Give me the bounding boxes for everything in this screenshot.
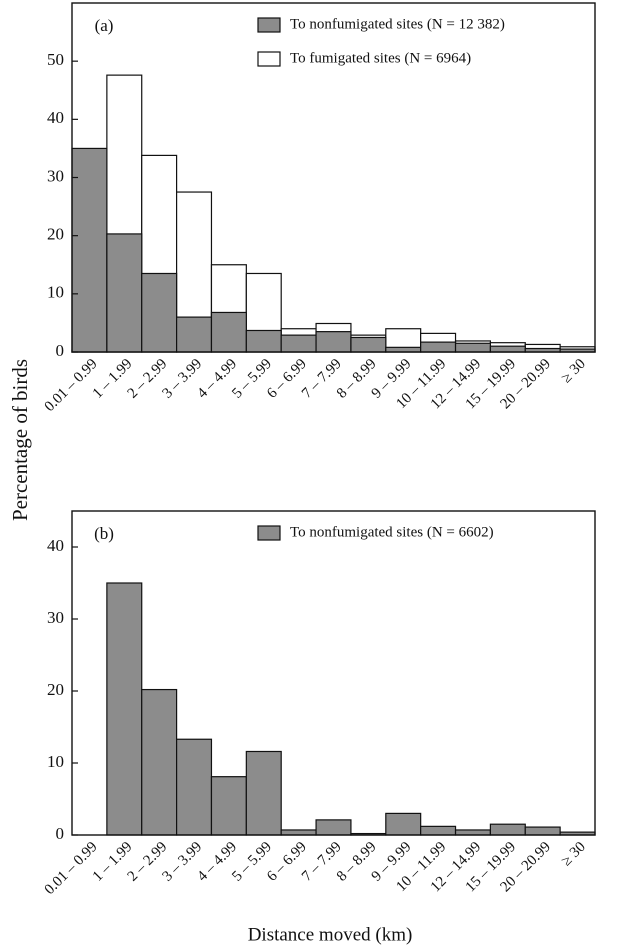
panel-label: (b) <box>94 524 114 543</box>
legend-swatch <box>257 17 281 33</box>
x-tick-label: ≥ 30 <box>558 356 588 386</box>
x-tick-label: 0.01 – 0.99 <box>42 356 101 415</box>
bar <box>489 345 526 353</box>
bar <box>176 738 213 836</box>
bar <box>141 688 178 836</box>
bar <box>141 272 178 353</box>
bar <box>106 582 143 836</box>
legend-label: To nonfumigated sites (N = 6602) <box>290 524 494 540</box>
y-tick-label: 20 <box>47 680 64 699</box>
bar <box>420 825 457 836</box>
bar <box>176 316 213 353</box>
y-axis-label: Percentage of birds <box>8 359 32 521</box>
legend-swatch <box>257 525 281 541</box>
legend-label: To fumigated sites (N = 6964) <box>290 50 471 66</box>
y-tick-label: 40 <box>47 536 64 555</box>
bar <box>71 147 108 353</box>
bar <box>280 829 317 836</box>
y-tick-label: 50 <box>47 50 64 69</box>
bar <box>524 826 561 836</box>
bar <box>489 823 526 836</box>
y-tick-label: 30 <box>47 166 64 185</box>
legend-swatch <box>257 51 281 67</box>
x-tick-label: 0.01 – 0.99 <box>42 839 101 898</box>
y-tick-label: 20 <box>47 225 64 244</box>
bar <box>245 329 282 353</box>
bar <box>454 342 491 353</box>
y-tick-label: 10 <box>47 283 64 302</box>
bar <box>454 829 491 836</box>
bar <box>315 331 352 353</box>
plot-frame <box>71 510 596 836</box>
bar <box>210 311 247 353</box>
bar <box>315 819 352 836</box>
y-tick-label: 0 <box>56 824 65 843</box>
bar <box>420 341 457 353</box>
bar <box>245 750 282 836</box>
y-tick-label: 40 <box>47 108 64 127</box>
y-tick-label: 30 <box>47 608 64 627</box>
bar <box>210 776 247 836</box>
y-tick-label: 10 <box>47 752 64 771</box>
y-tick-label: 0 <box>56 341 65 360</box>
bar <box>385 812 422 836</box>
legend-label: To nonfumigated sites (N = 12 382) <box>290 16 505 32</box>
x-tick-label: ≥ 30 <box>558 839 588 869</box>
x-axis-label: Distance moved (km) <box>248 924 413 945</box>
bar <box>350 336 387 353</box>
panel-label: (a) <box>95 16 114 35</box>
bar <box>280 334 317 353</box>
bar <box>106 233 143 353</box>
